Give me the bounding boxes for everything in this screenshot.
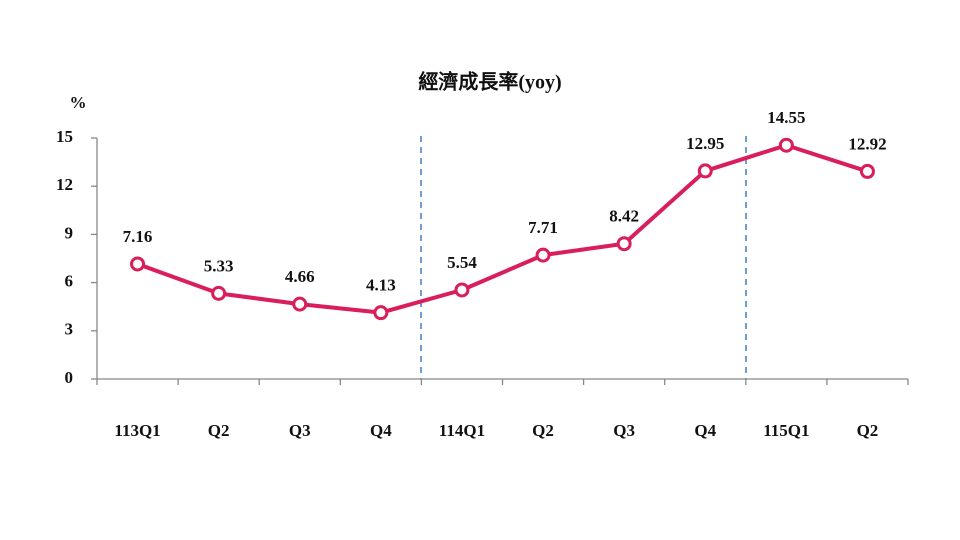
y-tick-label: 15 [56, 127, 73, 146]
data-point [535, 247, 551, 263]
y-tick-label: 6 [65, 272, 74, 291]
data-point [211, 285, 227, 301]
x-tick-label: Q4 [694, 421, 716, 440]
data-label: 7.71 [528, 218, 558, 237]
data-label: 8.42 [609, 207, 639, 226]
x-tick-label: Q2 [857, 421, 879, 440]
data-label: 14.55 [767, 108, 805, 127]
y-tick-label: 3 [65, 320, 74, 339]
x-tick-label: Q3 [613, 421, 635, 440]
x-tick-label: Q2 [532, 421, 554, 440]
data-point [130, 256, 146, 272]
x-tick-label: Q2 [208, 421, 230, 440]
x-tick-label: 114Q1 [439, 421, 485, 440]
y-tick-label: 9 [65, 223, 74, 242]
data-label: 4.13 [366, 276, 396, 295]
data-point [616, 236, 632, 252]
chart-title: 經濟成長率(yoy) [418, 70, 561, 94]
y-tick-label: 12 [56, 175, 73, 194]
data-label: 12.92 [848, 134, 886, 153]
line-series [136, 143, 869, 315]
y-tick-label: 0 [65, 368, 74, 387]
data-point [373, 305, 389, 321]
data-label: 7.16 [123, 227, 153, 246]
y-axis-label: % [70, 93, 87, 112]
data-point [697, 163, 713, 179]
x-tick-label: Q3 [289, 421, 311, 440]
data-label: 4.66 [285, 267, 315, 286]
data-point [292, 296, 308, 312]
x-tick-label: Q4 [370, 421, 392, 440]
data-point [778, 137, 794, 153]
data-label: 12.95 [686, 134, 724, 153]
x-tick-label: 115Q1 [763, 421, 809, 440]
x-tick-label: 113Q1 [114, 421, 160, 440]
data-point [859, 163, 875, 179]
data-label: 5.33 [204, 256, 234, 275]
data-label: 5.54 [447, 253, 477, 272]
data-point [454, 282, 470, 298]
